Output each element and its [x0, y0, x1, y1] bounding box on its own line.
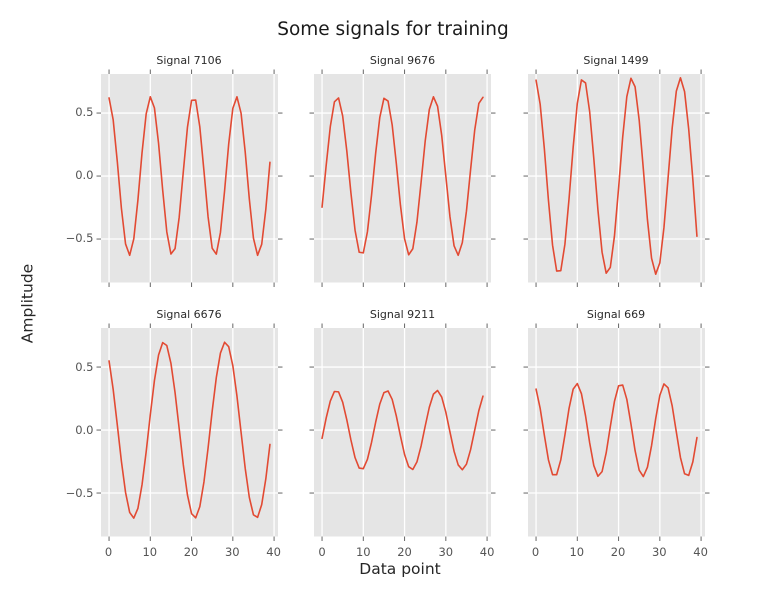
plot-background	[527, 73, 705, 282]
plot-background	[527, 328, 705, 537]
signal-line	[107, 341, 271, 520]
signal-line	[534, 76, 698, 275]
subplot-title: Signal 7106	[156, 53, 222, 67]
x-tick-label: 10	[355, 544, 371, 559]
y-tick-label: 0.5	[75, 105, 94, 120]
y-tick-label: −0.5	[65, 231, 94, 246]
subplot-signal-9211	[309, 323, 496, 542]
x-axis-label: Data point	[359, 560, 441, 578]
x-tick-label: 20	[397, 544, 412, 559]
x-tick-label: 30	[438, 544, 454, 559]
x-tick-label: 30	[651, 544, 667, 559]
x-tick-label: 30	[224, 544, 240, 559]
plot-background	[314, 73, 491, 282]
subplot-title: Signal 9211	[369, 308, 436, 322]
subplot-signal-6676	[96, 323, 282, 542]
y-tick-label: 0.0	[75, 168, 94, 183]
subplot-title: Signal 6676	[156, 308, 222, 322]
figure-title: Some signals for training	[277, 19, 509, 40]
signal-line	[107, 95, 271, 256]
y-tick-label: −0.5	[65, 485, 94, 500]
subplot-title: Signal 9676	[369, 53, 436, 67]
signal-line	[321, 389, 484, 471]
x-tick-label: 40	[266, 544, 281, 559]
x-tick-label: 10	[142, 544, 158, 559]
subplot-signal-7106	[96, 69, 282, 287]
plot-background	[314, 328, 491, 537]
x-tick-label: 40	[693, 544, 708, 559]
x-tick-label: 40	[479, 544, 495, 559]
x-tick-label: 10	[569, 544, 585, 559]
y-tick-label: 0.5	[75, 359, 94, 374]
subplot-signal-669	[523, 323, 709, 542]
subplot-signal-1499	[523, 69, 709, 287]
signal-line	[534, 383, 698, 478]
signal-line	[321, 95, 484, 256]
y-tick-label: 0.0	[75, 422, 94, 437]
y-axis-label: Amplitude	[18, 263, 37, 344]
x-tick-label: 0	[531, 544, 540, 559]
subplot-signal-9676	[309, 69, 496, 287]
subplot-title: Signal 669	[586, 308, 646, 322]
x-tick-label: 20	[183, 544, 199, 559]
x-tick-label: 0	[104, 544, 113, 559]
x-tick-label: 20	[610, 544, 626, 559]
x-tick-label: 0	[318, 544, 326, 559]
subplot-title: Signal 1499	[583, 53, 649, 67]
